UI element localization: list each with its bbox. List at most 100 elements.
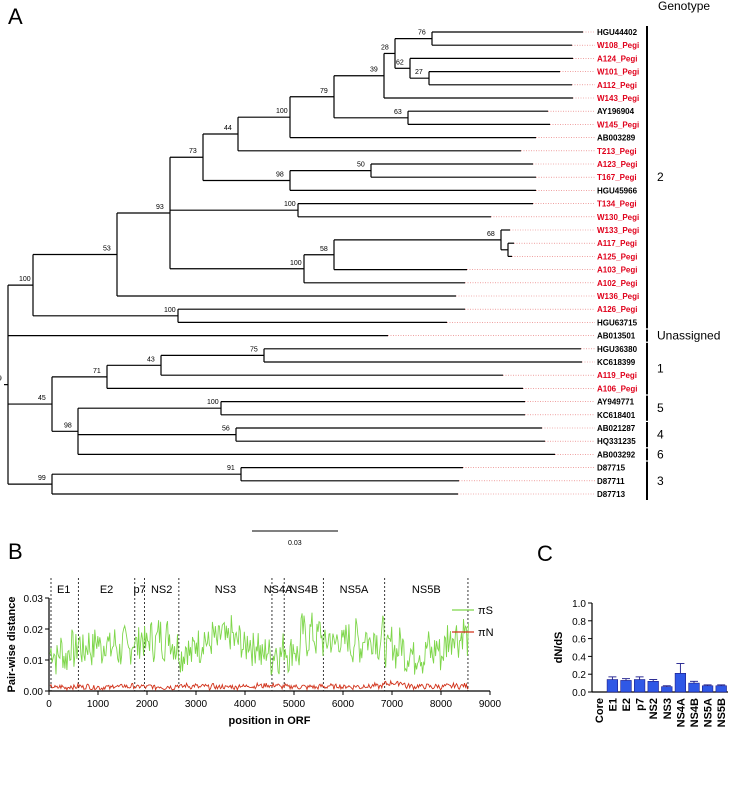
taxon-label: A103_Pegi	[597, 266, 637, 275]
x-tick-label: NS3	[662, 698, 674, 719]
taxon-label: A106_Pegi	[597, 384, 637, 393]
bar-ns4a	[674, 673, 687, 693]
taxon-label: KC618401	[597, 411, 636, 420]
taxon-label: A102_Pegi	[597, 279, 637, 288]
bootstrap-value: 100	[284, 201, 296, 208]
taxon-label: KC618399	[597, 358, 636, 367]
x-tick-label: 7000	[381, 699, 404, 710]
region-label: NS5A	[340, 584, 369, 596]
y-tick-label: 0.02	[24, 625, 44, 636]
y-tick-label: 0.00	[24, 687, 44, 698]
x-tick-label: p7	[635, 698, 647, 711]
x-tick-label: NS5B	[716, 698, 728, 727]
genotype-groups: 2 Unassigned 1 5 4 6 3	[646, 26, 720, 500]
taxon-label: T167_Pegi	[597, 173, 637, 182]
bootstrap-value: 91	[227, 465, 235, 472]
x-tick-label: 6000	[332, 699, 355, 710]
taxon-label: AB021287	[597, 424, 636, 433]
x-tick-label: NS4B	[689, 698, 701, 727]
taxon-label: W145_Pegi	[597, 120, 639, 129]
genotype-label: 3	[657, 474, 664, 488]
taxon-label: W133_Pegi	[597, 226, 639, 235]
y-tick-label: 1.0	[572, 599, 586, 610]
x-tick-label: E1	[607, 698, 619, 711]
y-tick-label: 0.8	[572, 617, 586, 628]
y-tick-label: 0.01	[24, 656, 44, 667]
bootstrap-value: 50	[357, 162, 365, 169]
taxon-label: HGU45966	[597, 186, 638, 195]
x-tick-label: Core	[594, 698, 606, 723]
taxon-label: W108_Pegi	[597, 41, 639, 50]
x-tick-label: 9000	[479, 699, 502, 710]
bootstrap-value: 63	[394, 109, 402, 116]
region-label: p7	[134, 584, 146, 596]
taxon-label: AB003292	[597, 450, 636, 459]
region-label: E1	[57, 584, 70, 596]
diversity-line-chart: 0.00 0.01 0.02 0.03 0 1000 2000 3000 4000 5000 600…	[6, 578, 502, 727]
y-axis-label: dN/dS	[553, 632, 565, 664]
taxon-label: AY949771	[597, 398, 635, 407]
panel-b-label: B	[8, 539, 23, 564]
bootstrap-value: 39	[370, 67, 378, 74]
bar-e2	[620, 680, 632, 693]
y-tick-label: 0.03	[24, 594, 44, 605]
bootstrap-value: 98	[64, 422, 72, 429]
bootstrap-value: 79	[320, 88, 328, 95]
bar-e1	[606, 679, 619, 693]
taxon-label: W130_Pegi	[597, 213, 639, 222]
bootstrap-value: 98	[276, 172, 284, 179]
bootstrap-value: 28	[381, 44, 389, 51]
genotype-label: 5	[657, 401, 664, 415]
taxon-label: T134_Pegi	[597, 200, 637, 209]
panel-a-label: A	[8, 4, 23, 29]
taxon-label: D87713	[597, 490, 626, 499]
bar-ns5b	[715, 685, 727, 693]
genotype-label: Unassigned	[657, 329, 720, 343]
bootstrap-value: 68	[487, 231, 495, 238]
bootstrap-value: 53	[103, 246, 111, 253]
genotype-header: Genotype	[658, 0, 710, 13]
bootstrap-value: 99	[0, 376, 2, 383]
taxon-label: A123_Pegi	[597, 160, 637, 169]
taxon-label: T213_Pegi	[597, 147, 637, 156]
taxon-label: A125_Pegi	[597, 252, 637, 261]
region-label: NS3	[215, 584, 236, 596]
taxon-label: HGU63715	[597, 318, 638, 327]
bootstrap-value: 100	[290, 260, 302, 267]
taxon-label: A126_Pegi	[597, 305, 637, 314]
x-tick-label: 0	[46, 699, 52, 710]
bootstrap-value: 100	[207, 399, 219, 406]
genotype-label: 1	[657, 362, 664, 376]
taxon-label: HGU44402	[597, 28, 638, 37]
taxon-label: W101_Pegi	[597, 68, 639, 77]
x-tick-label: NS5A	[703, 698, 715, 727]
series-pis-line	[49, 612, 469, 675]
bootstrap-value: 43	[147, 356, 155, 363]
x-tick-label: 4000	[234, 699, 257, 710]
taxon-label: AB013501	[597, 332, 636, 341]
bootstrap-value: 76	[418, 30, 426, 37]
taxon-label: AB003289	[597, 134, 636, 143]
panel-b: B 0.00 0.01 0.02 0.03 0 1000 2000 3000 4000 5000 6…	[6, 539, 502, 727]
bar-ns3	[661, 686, 673, 693]
bootstrap-value: 56	[222, 426, 230, 433]
genotype-label: 6	[657, 447, 664, 461]
bar-p7	[633, 679, 646, 693]
taxon-label: W143_Pegi	[597, 94, 639, 103]
y-axis-label: Pair-wise distance	[6, 597, 18, 693]
region-label: NS2	[151, 584, 172, 596]
taxon-label: D87715	[597, 464, 626, 473]
y-tick-label: 0.0	[572, 688, 586, 699]
x-tick-label: NS4A	[675, 698, 687, 727]
bootstrap-value: 100	[276, 108, 288, 115]
taxon-label: A124_Pegi	[597, 54, 637, 63]
region-label: NS5B	[412, 584, 441, 596]
bootstrap-value: 44	[224, 125, 232, 132]
bar-ns5a	[701, 685, 714, 693]
taxon-label: HQ331235	[597, 437, 636, 446]
region-label: NS4A	[264, 584, 293, 596]
series-pin-line	[49, 679, 469, 692]
